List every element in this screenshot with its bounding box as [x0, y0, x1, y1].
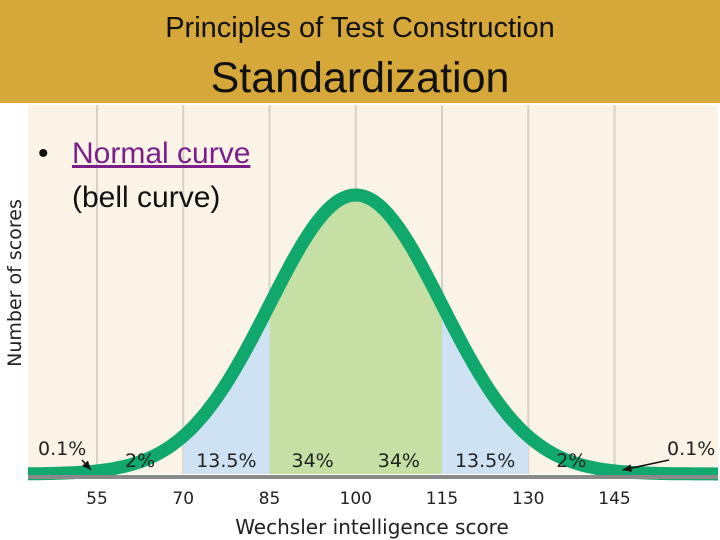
region-label-4: 13.5%	[455, 450, 515, 472]
x-tick-labels: 55 70 85 100 115 130 145	[86, 489, 631, 509]
tail-arrowhead-left	[82, 460, 91, 470]
x-tick-55: 55	[86, 489, 108, 509]
x-tick-85: 85	[259, 489, 281, 509]
title-banner: Principles of Test Construction Standard…	[0, 0, 720, 103]
tail-label-left: 0.1%	[38, 438, 86, 460]
grid-lines	[96, 105, 616, 474]
normal-curve-link[interactable]: Normal curve	[72, 137, 251, 170]
x-axis-title: Wechsler intelligence score	[235, 515, 509, 539]
tail-label-right: 0.1%	[667, 438, 715, 460]
slide-subtitle: Principles of Test Construction	[165, 12, 555, 44]
x-tick-115: 115	[426, 489, 458, 509]
tail-arrowhead-right	[622, 464, 633, 473]
y-axis-title: Number of scores	[4, 199, 26, 367]
bullet-dot-icon: •	[38, 137, 49, 170]
region-labels: 2% 13.5% 34% 34% 13.5% 2%	[125, 450, 586, 472]
bullet-continuation: (bell curve)	[72, 180, 221, 214]
x-tick-145: 145	[598, 489, 630, 509]
x-tick-100: 100	[340, 489, 372, 509]
x-tick-130: 130	[512, 489, 544, 509]
slide-title: Standardization	[210, 54, 510, 102]
region-label-2: 34%	[292, 450, 334, 472]
bullet-point: • Normal curve (bell curve)	[38, 132, 250, 219]
x-tick-70: 70	[172, 489, 194, 509]
bell-curve-line	[24, 188, 720, 481]
region-label-5: 2%	[556, 450, 586, 472]
region-label-3: 34%	[378, 450, 420, 472]
normal-curve-chart: 2% 13.5% 34% 34% 13.5% 2% 55 70 85 100 115 130 145 …	[4, 105, 720, 539]
region-label-1: 13.5%	[196, 450, 256, 472]
tail-annotations: 0.1% 0.1%	[38, 438, 715, 473]
region-label-0: 2%	[125, 450, 155, 472]
